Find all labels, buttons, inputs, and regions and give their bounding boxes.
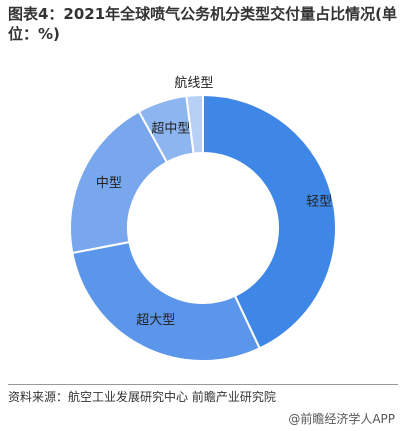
segment-label: 轻型 — [306, 195, 332, 210]
segment-label: 中型 — [96, 176, 122, 191]
donut-segment — [202, 93, 337, 350]
brand: @前瞻经济学人APP — [288, 412, 395, 426]
segment-label: 超中型 — [151, 122, 190, 137]
chart-title: 图表4：2021年全球喷气公务机分类型交付量占比情况(单位：%) — [8, 5, 398, 43]
donut-segment — [185, 93, 204, 155]
segment-label: 航线型 — [174, 75, 213, 91]
donut-segment — [71, 240, 261, 362]
segment-label: 超大型 — [136, 313, 175, 328]
source: 资料来源：航空工业发展研究中心 前瞻产业研究院 — [8, 390, 276, 404]
divider — [8, 384, 398, 385]
